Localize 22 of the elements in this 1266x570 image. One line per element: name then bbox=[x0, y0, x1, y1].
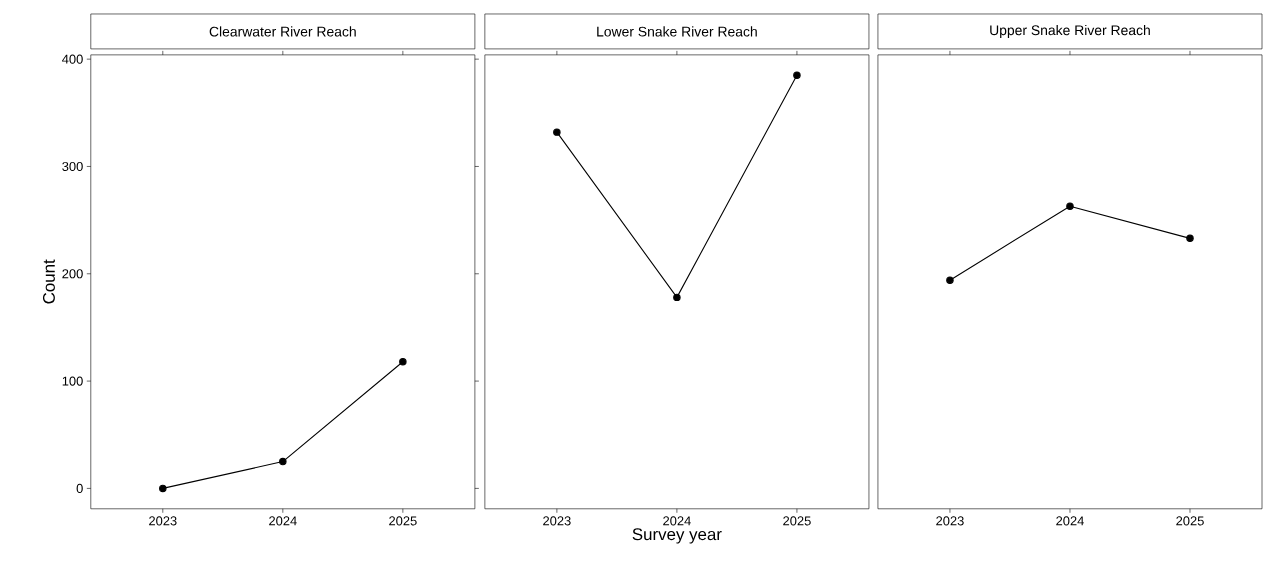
y-tick-label: 300 bbox=[62, 162, 83, 172]
point bbox=[159, 484, 167, 493]
x-tick-label: 2024 bbox=[269, 516, 297, 526]
x-tick-label: 2023 bbox=[149, 516, 177, 526]
y-tick-label: 400 bbox=[62, 54, 83, 64]
x-tick-label: 2025 bbox=[1176, 516, 1204, 526]
x-tick-label: 2023 bbox=[936, 516, 964, 526]
x-axis-title: Survey year bbox=[632, 528, 722, 544]
x-tick-label: 2025 bbox=[389, 516, 417, 526]
x-tick-label: 2023 bbox=[543, 516, 571, 526]
point bbox=[279, 458, 287, 466]
chart-title: Lower Snake River Reach bbox=[597, 26, 757, 37]
x-tick-label: 2024 bbox=[663, 516, 691, 526]
y-axis-title: Count bbox=[42, 259, 55, 304]
x-tick-label: 2024 bbox=[1056, 516, 1084, 526]
x-tick-label: 2025 bbox=[783, 516, 811, 526]
point bbox=[399, 358, 407, 366]
y-tick-label: 200 bbox=[62, 269, 83, 279]
chart-title: Clearwater River Reach bbox=[209, 26, 356, 37]
y-tick-label: 100 bbox=[62, 376, 83, 386]
chart-title: Upper Snake River Reach bbox=[990, 25, 1150, 39]
y-tick-label: 0 bbox=[76, 483, 83, 494]
